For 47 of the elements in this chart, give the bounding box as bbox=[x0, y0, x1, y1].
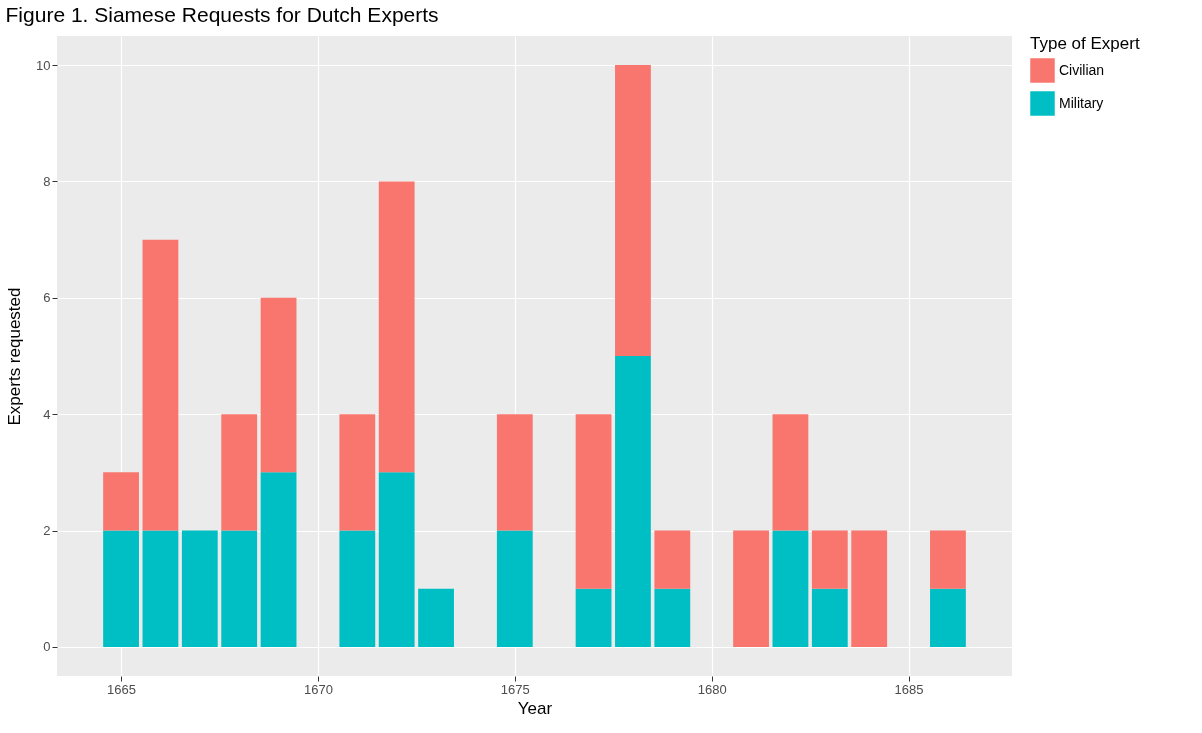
bar bbox=[496, 530, 533, 647]
bar bbox=[930, 530, 966, 589]
bar bbox=[811, 588, 848, 647]
bar bbox=[339, 530, 376, 647]
bar bbox=[103, 530, 139, 647]
y-tick-label: 0 bbox=[43, 639, 51, 655]
y-tick-label: 4 bbox=[43, 406, 51, 422]
chart-title: Figure 1. Siamese Requests for Dutch Experts bbox=[5, 3, 439, 26]
bar bbox=[418, 588, 454, 647]
x-tick-label: 1680 bbox=[697, 681, 727, 697]
bar bbox=[378, 472, 415, 647]
bar bbox=[142, 530, 179, 647]
y-tick-label: 2 bbox=[43, 523, 51, 539]
legend-label: Civilian bbox=[1059, 61, 1105, 78]
bar bbox=[654, 530, 691, 589]
legend-title: Type of Expert bbox=[1030, 34, 1140, 53]
y-tick-label: 8 bbox=[43, 173, 51, 189]
bar bbox=[221, 530, 258, 647]
x-axis-title: Year bbox=[517, 698, 553, 718]
y-tick-label: 6 bbox=[43, 290, 51, 306]
bar bbox=[339, 414, 376, 531]
bar bbox=[181, 530, 218, 647]
x-tick-label: 1675 bbox=[500, 681, 530, 697]
bar bbox=[930, 588, 966, 647]
bar bbox=[378, 181, 415, 473]
y-tick-label: 10 bbox=[36, 57, 51, 73]
bar bbox=[851, 530, 888, 647]
bar bbox=[260, 297, 297, 473]
bar bbox=[772, 414, 809, 531]
bar bbox=[575, 588, 612, 647]
bar bbox=[615, 65, 651, 356]
bar bbox=[811, 530, 848, 589]
bar bbox=[142, 239, 179, 531]
bar bbox=[615, 356, 651, 647]
bar bbox=[496, 414, 533, 531]
bar bbox=[733, 530, 769, 647]
bar bbox=[221, 414, 258, 531]
bar bbox=[103, 472, 139, 531]
bar bbox=[772, 530, 809, 647]
y-axis-title: Experts requested bbox=[5, 287, 25, 426]
bar bbox=[575, 414, 612, 589]
x-tick-label: 1665 bbox=[107, 681, 137, 697]
bar bbox=[654, 588, 691, 647]
legend-label: Military bbox=[1059, 94, 1104, 111]
bar bbox=[260, 472, 297, 647]
x-tick-label: 1670 bbox=[303, 681, 333, 697]
x-tick-label: 1685 bbox=[894, 681, 924, 697]
